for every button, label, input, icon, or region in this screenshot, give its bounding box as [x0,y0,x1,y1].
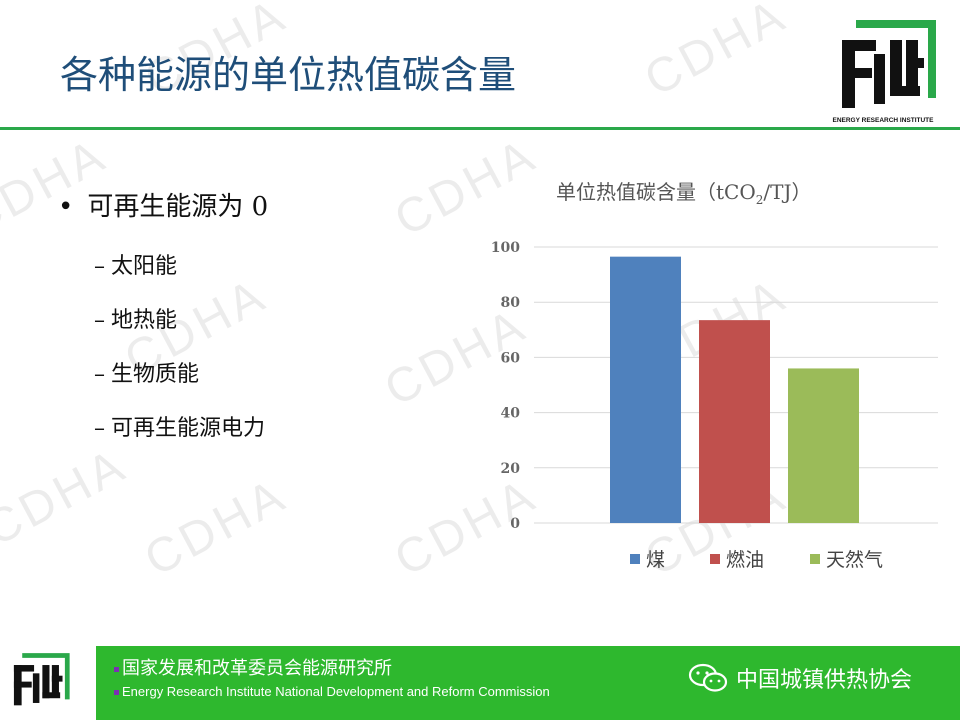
legend-swatch [710,553,720,564]
eri-logo [842,20,936,108]
y-tick-label: 100 [491,240,520,256]
bar-2 [788,368,859,523]
footer-org-cn: 国家发展和改革委员会能源研究所 [114,654,392,680]
y-tick-label: 0 [510,516,520,532]
bullet-main: • 可再生能源为 0 [58,186,268,223]
footer-bullet-square [114,666,119,672]
footer-bullet-square [114,690,119,696]
y-tick-label: 80 [501,295,521,311]
sub-bullet-dash: – [94,254,105,279]
wechat-account: 中国城镇供热协会 [688,662,912,694]
legend-label: 天然气 [826,549,884,571]
bar-chart: 0 20 40 60 80 100 [491,240,938,532]
sub-bullet: – 可再生能源电力 [94,410,265,442]
legend-swatch [630,553,640,564]
legend-item: 燃油 [710,545,764,572]
bullet-main-text: 可再生能源为 0 [87,192,269,222]
sub-bullet-text: 生物质能 [111,362,200,387]
chart-title: 单位热值碳含量（tCO2/TJ） [556,180,812,207]
watermark: CDHA [136,468,296,587]
legend-item: 天然气 [810,545,883,572]
wechat-label: 中国城镇供热协会 [736,668,913,693]
wechat-icon [688,663,728,692]
legend-label: 燃油 [726,549,765,571]
watermark: CDHA [636,0,796,107]
watermark: CDHA [0,438,136,557]
legend-label: 煤 [646,549,666,571]
chart-legend: 煤 燃油 天然气 [0,545,960,572]
eri-footer-logo [13,653,70,706]
logo-caption: ENERGY RESEARCH INSTITUTE [832,117,934,124]
title-divider [0,127,960,130]
sub-bullet-text: 地热能 [111,308,178,333]
y-tick-label: 60 [501,350,521,366]
bar-0 [610,256,681,523]
sub-bullet-text: 可再生能源电力 [111,416,266,441]
sub-bullet: – 地热能 [94,302,177,334]
y-tick-label: 20 [501,461,521,477]
legend-item: 煤 [630,545,665,572]
sub-bullet-dash: – [94,308,105,333]
footer-logo-box [0,646,96,720]
legend-swatch [810,553,820,564]
footer-org-en: Energy Research Institute National Devel… [114,684,550,699]
sub-bullet: – 太阳能 [94,248,177,280]
footer-bar: 国家发展和改革委员会能源研究所 Energy Research Institut… [0,646,960,720]
y-tick-label: 40 [501,406,521,422]
sub-bullet-text: 太阳能 [111,254,178,279]
bar-1 [699,320,770,523]
bullet-dot: • [58,192,74,222]
sub-bullet: – 生物质能 [94,356,199,388]
sub-bullet-dash: – [94,362,105,387]
slide-title: 各种能源的单位热值碳含量 [60,53,517,97]
sub-bullet-dash: – [94,416,105,441]
